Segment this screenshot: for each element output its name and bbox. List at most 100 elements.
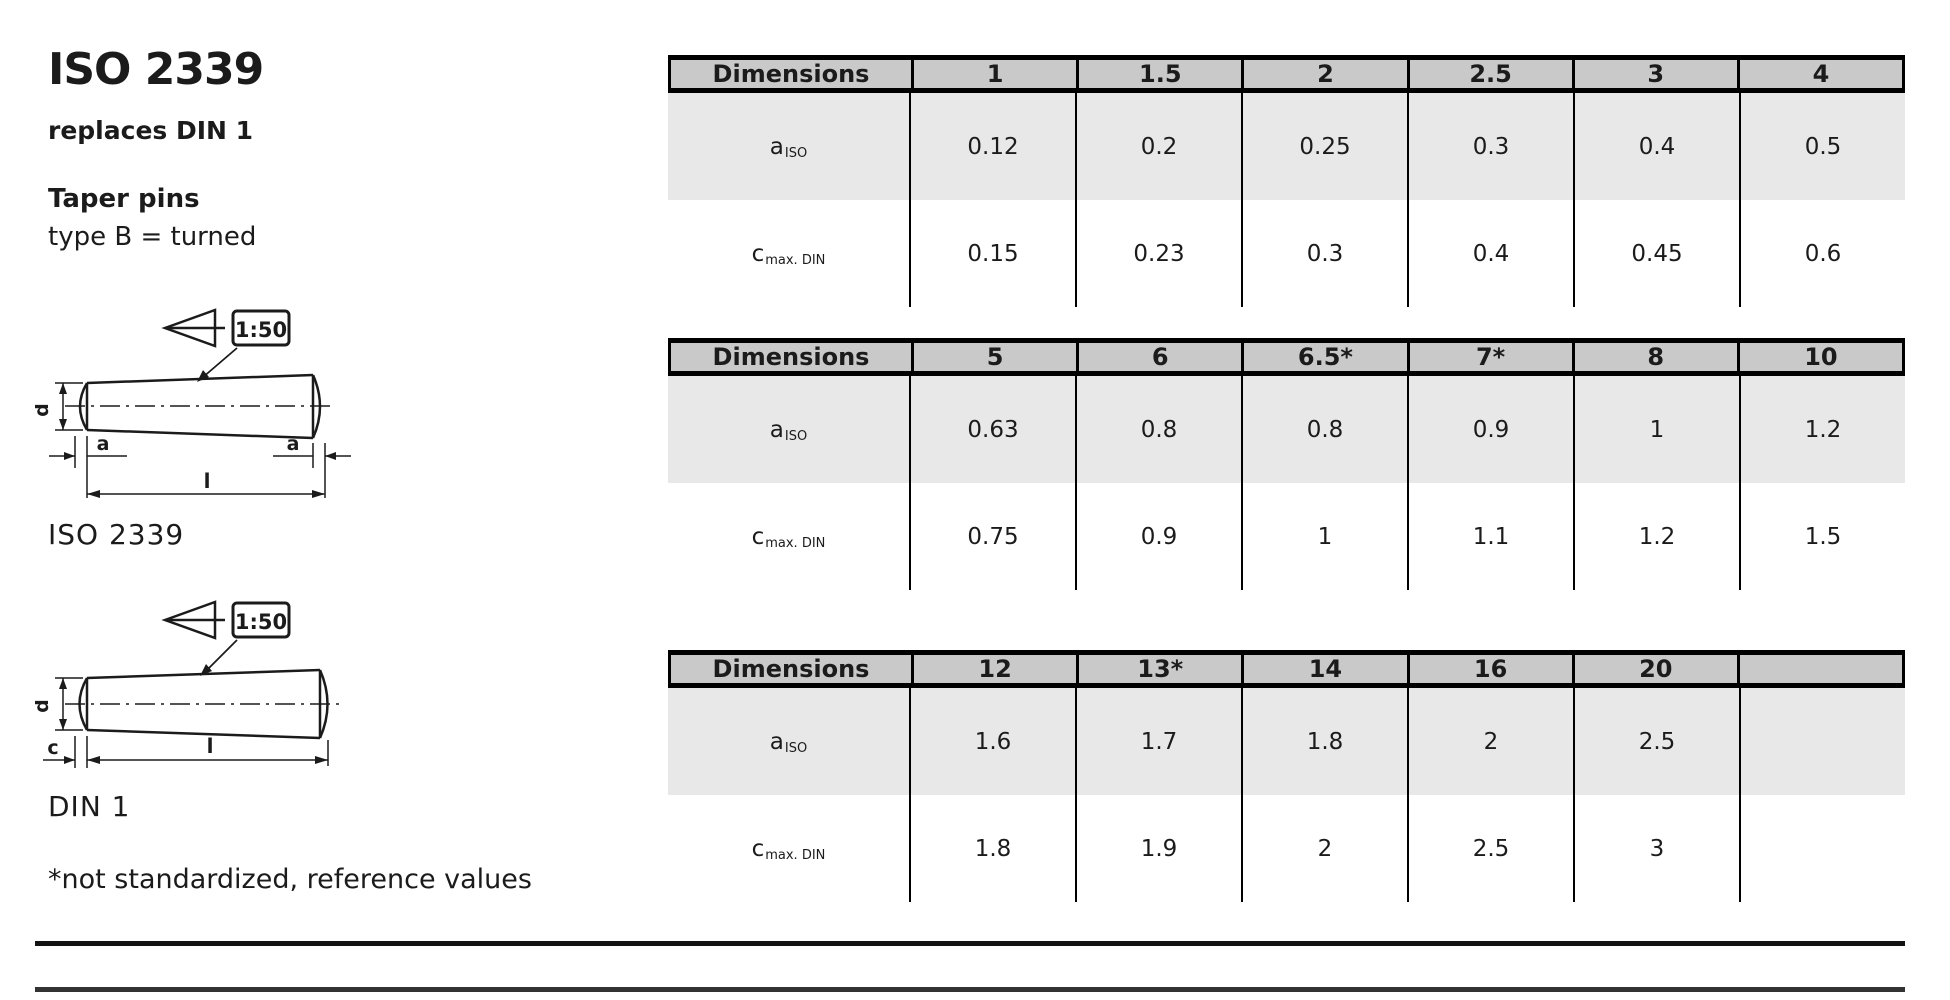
taper-ratio-label: 1:50 xyxy=(235,318,287,342)
table-cell-value: 1.2 xyxy=(1804,416,1842,443)
size-column-header: 1 xyxy=(914,60,1080,88)
table-cell-value: 2.5 xyxy=(1409,795,1575,902)
table-cell-value: 1.2 xyxy=(1575,483,1741,590)
table-cell-value: 1.9 xyxy=(1077,795,1243,902)
size-column-header: 6.5* xyxy=(1244,343,1410,371)
table-cell-value: 2 xyxy=(1409,688,1575,795)
dimensions-header-cell: Dimensions xyxy=(671,60,914,88)
bottom-rule-secondary xyxy=(35,987,1905,992)
size-column-header: 20 xyxy=(1575,655,1740,683)
size-column-header: 16 xyxy=(1410,655,1575,683)
table-cell-value: 0.5 xyxy=(1804,133,1842,160)
table-cell-value: 1.1 xyxy=(1409,483,1575,590)
table-cell-value: 0.4 xyxy=(1575,93,1741,200)
drawing-caption-din1: DIN 1 xyxy=(48,790,131,823)
table-cell-value: 1 xyxy=(1243,483,1409,590)
table-row-a-iso: a ISO 1.6 1.7 1.8 2 2.5 xyxy=(668,688,1905,795)
diameter-dimension: d xyxy=(35,677,83,731)
size-column-header: 2 xyxy=(1244,60,1410,88)
table-cell-value: 0.23 xyxy=(1077,200,1243,307)
dimensions-table-3: Dimensions 12 13* 14 16 20 a ISO 1.6 1.7 … xyxy=(668,650,1905,902)
table-cell-value: 1 xyxy=(1575,376,1741,483)
bottom-rule xyxy=(35,941,1905,946)
table-cell-value: 1.8 xyxy=(911,795,1077,902)
table-cell-value: 2.5 xyxy=(1575,688,1741,795)
size-column-header: 5 xyxy=(914,343,1080,371)
table-cell-value: 0.8 xyxy=(1243,376,1409,483)
table-header-row: Dimensions 12 13* 14 16 20 xyxy=(668,650,1905,688)
taper-symbol-icon: 1:50 xyxy=(161,600,291,676)
size-column-header: 1.5 xyxy=(1079,60,1245,88)
size-column-header: 2.5 xyxy=(1410,60,1575,88)
table-cell-value: 0.9 xyxy=(1077,483,1243,590)
table-cell-value: 0.15 xyxy=(911,200,1077,307)
dimensions-table-2: Dimensions 5 6 6.5* 7* 8 10 a ISO 0.63 0.… xyxy=(668,338,1905,590)
row-label: c max. DIN xyxy=(668,483,911,590)
size-column-header: 12 xyxy=(914,655,1080,683)
length-dimension: l xyxy=(87,469,325,498)
table-cell-value: 0.8 xyxy=(1077,376,1243,483)
table-row-c-max-din: c max. DIN 0.75 0.9 1 1.1 1.2 1.5 xyxy=(668,483,1905,590)
table-cell-value: 0.3 xyxy=(1243,200,1409,307)
page-title: ISO 2339 xyxy=(48,44,264,95)
taper-ratio-label: 1:50 xyxy=(235,610,287,634)
c-label: c xyxy=(47,737,58,759)
chamfer-dimension: c xyxy=(43,736,88,768)
d-label: d xyxy=(35,699,53,713)
row-label: a ISO xyxy=(668,688,911,795)
a-dimension-right: a xyxy=(273,433,351,498)
table-cell-value: 1.7 xyxy=(1077,688,1243,795)
l-label: l xyxy=(207,734,214,758)
size-column-header: 8 xyxy=(1575,343,1740,371)
product-name: Taper pins xyxy=(48,184,200,214)
table-cell-value xyxy=(1741,688,1905,795)
row-label: c max. DIN xyxy=(668,795,911,902)
iso-2339-pin-drawing: 1:50 d xyxy=(35,308,351,498)
d-label: d xyxy=(35,403,53,417)
table-cell-value xyxy=(1741,795,1905,902)
a-dimension-left: a xyxy=(49,433,127,498)
table-row-a-iso: a ISO 0.12 0.2 0.25 0.3 0.4 0.5 xyxy=(668,93,1905,200)
row-label: c max. DIN xyxy=(668,200,911,307)
a-label-left: a xyxy=(97,433,110,455)
table-cell-value: 0.45 xyxy=(1575,200,1741,307)
l-label: l xyxy=(204,469,211,493)
table-cell-value: 1.5 xyxy=(1804,523,1842,550)
table-cell-value: 0.25 xyxy=(1243,93,1409,200)
table-row-c-max-din: c max. DIN 1.8 1.9 2 2.5 3 xyxy=(668,795,1905,902)
dimensions-header-cell: Dimensions xyxy=(671,343,914,371)
size-column-header: 13* xyxy=(1079,655,1245,683)
product-type-note: type B = turned xyxy=(48,222,257,252)
dimensions-header-cell: Dimensions xyxy=(671,655,914,683)
size-column-header: 3 xyxy=(1575,60,1740,88)
table-cell-value: 2 xyxy=(1243,795,1409,902)
size-column-header xyxy=(1740,655,1902,683)
table-cell-value: 1.8 xyxy=(1243,688,1409,795)
length-dimension: l xyxy=(87,734,329,766)
row-label: a ISO xyxy=(668,93,911,200)
table-cell-value: 0.6 xyxy=(1804,240,1842,267)
drawing-caption-iso2339: ISO 2339 xyxy=(48,518,185,551)
a-label-right: a xyxy=(287,433,300,455)
footnote: *not standardized, reference values xyxy=(48,864,532,895)
replaces-note: replaces DIN 1 xyxy=(48,116,254,145)
size-column-header: 6 xyxy=(1079,343,1245,371)
size-column-header: 4 xyxy=(1812,60,1830,88)
table-cell-value: 0.4 xyxy=(1409,200,1575,307)
diameter-dimension: d xyxy=(35,382,83,431)
taper-symbol-icon: 1:50 xyxy=(161,308,291,382)
size-column-header: 7* xyxy=(1410,343,1575,371)
table-cell-value: 0.75 xyxy=(911,483,1077,590)
table-cell-value: 0.63 xyxy=(911,376,1077,483)
row-label: a ISO xyxy=(668,376,911,483)
table-cell-value: 0.12 xyxy=(911,93,1077,200)
size-column-header: 14 xyxy=(1244,655,1410,683)
dimensions-table-1: Dimensions 1 1.5 2 2.5 3 4 a ISO 0.12 0.2… xyxy=(668,55,1905,307)
table-row-c-max-din: c max. DIN 0.15 0.23 0.3 0.4 0.45 0.6 xyxy=(668,200,1905,307)
table-cell-value: 0.9 xyxy=(1409,376,1575,483)
table-header-row: Dimensions 1 1.5 2 2.5 3 4 xyxy=(668,55,1905,93)
table-header-row: Dimensions 5 6 6.5* 7* 8 10 xyxy=(668,338,1905,376)
table-cell-value: 3 xyxy=(1575,795,1741,902)
table-cell-value: 0.2 xyxy=(1077,93,1243,200)
